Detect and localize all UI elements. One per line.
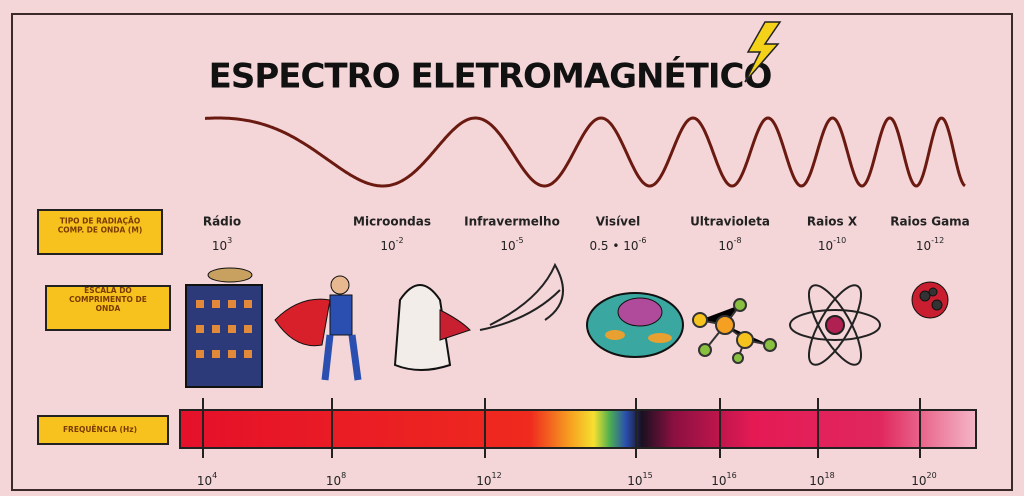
row-label: TIPO DE RADIAÇÃO <box>60 217 140 226</box>
ghost-icon <box>393 284 471 371</box>
exponent: 8 <box>341 471 346 480</box>
exponent: 4 <box>212 471 217 480</box>
radiation-name: Rádio <box>203 215 241 229</box>
base: 10 <box>212 239 227 253</box>
row-label: ONDA <box>96 304 121 313</box>
base: 10 <box>809 474 824 488</box>
building-icon <box>185 267 263 388</box>
radiation-name: Microondas <box>353 215 431 229</box>
radiation-name: Raios Gama <box>890 215 970 229</box>
base: 10 <box>197 474 212 488</box>
row-label: FREQUÊNCIA (Hz) <box>63 425 137 434</box>
row-label: COMPRIMENTO DE <box>69 295 147 304</box>
label-box <box>37 415 169 445</box>
label-box <box>45 285 171 331</box>
exponent: -12 <box>931 236 944 245</box>
base: 10 <box>380 239 395 253</box>
wavelength: 10-2 <box>380 236 403 253</box>
base: 10 <box>911 474 926 488</box>
needle-icon <box>479 262 564 331</box>
molecule-icon <box>692 298 777 364</box>
exponent: -8 <box>734 236 742 245</box>
nucleus-icon <box>911 281 949 319</box>
radiation-name: Raios X <box>807 215 858 229</box>
atom-icon <box>789 284 881 366</box>
exponent: 16 <box>727 471 737 480</box>
base: 0.5 • 10 <box>589 239 638 253</box>
wavelength: 10-10 <box>818 236 846 253</box>
lightning-icon <box>744 21 782 83</box>
title: ESPECTRO ELETROMAGNÉTICO <box>209 56 772 97</box>
row-label: COMP. DE ONDA (M) <box>58 226 143 235</box>
base: 10 <box>711 474 726 488</box>
cell-icon <box>586 292 684 358</box>
base: 10 <box>718 239 733 253</box>
frequency-label: 1018 <box>809 471 834 488</box>
exponent: -6 <box>639 236 647 245</box>
radiation-name: Infravermelho <box>464 215 560 229</box>
exponent: -5 <box>516 236 524 245</box>
base: 10 <box>818 239 833 253</box>
base: 10 <box>916 239 931 253</box>
wavelength: 103 <box>212 236 232 253</box>
wavelength: 10-12 <box>916 236 944 253</box>
exponent: 3 <box>227 236 232 245</box>
frequency-label: 104 <box>197 471 217 488</box>
base: 10 <box>476 474 491 488</box>
exponent: -10 <box>833 236 846 245</box>
frequency-label: 1016 <box>711 471 736 488</box>
hero-icon <box>274 275 362 381</box>
frequency-label: 1012 <box>476 471 501 488</box>
exponent: 20 <box>927 471 937 480</box>
exponent: -2 <box>396 236 404 245</box>
wavelength: 0.5 • 10-6 <box>589 236 646 253</box>
base: 10 <box>326 474 341 488</box>
exponent: 18 <box>825 471 835 480</box>
exponent: 15 <box>643 471 653 480</box>
wavelength: 10-5 <box>500 236 523 253</box>
frequency-label: 1015 <box>627 471 652 488</box>
frame <box>11 13 1013 491</box>
base: 10 <box>627 474 642 488</box>
frequency-label: 108 <box>326 471 346 488</box>
frequency-bar <box>179 409 977 449</box>
base: 10 <box>500 239 515 253</box>
exponent: 12 <box>492 471 502 480</box>
wavelength: 10-8 <box>718 236 741 253</box>
label-box <box>37 209 163 255</box>
row-label: ESCALA DO <box>84 286 132 295</box>
frequency-label: 1020 <box>911 471 936 488</box>
radiation-name: Ultravioleta <box>690 215 770 229</box>
wave <box>205 116 966 188</box>
radiation-name: Visível <box>596 215 641 229</box>
